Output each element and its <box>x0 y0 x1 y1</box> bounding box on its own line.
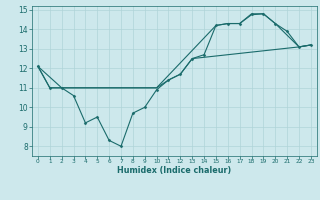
X-axis label: Humidex (Indice chaleur): Humidex (Indice chaleur) <box>117 166 232 175</box>
